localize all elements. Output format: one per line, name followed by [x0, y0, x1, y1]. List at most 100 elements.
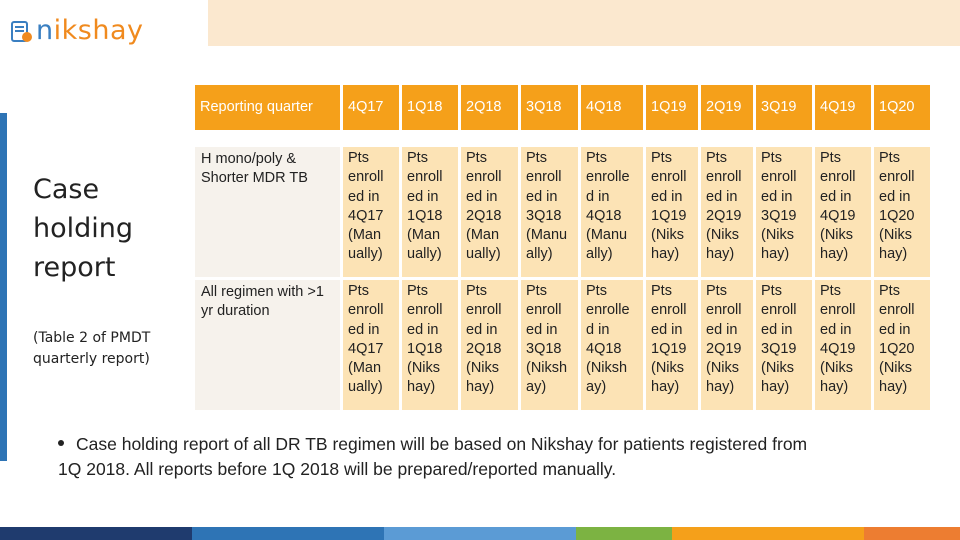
cell-text-line: enrolle — [586, 169, 630, 186]
cell-text-line: (Niks — [761, 227, 795, 244]
slide-subtitle: (Table 2 of PMDT quarterly report) — [33, 328, 183, 370]
bottom-bar-segment — [672, 527, 864, 540]
cell-text-line: ay) — [526, 379, 547, 396]
cell-text-line: ed in — [348, 321, 380, 338]
cell-text-line: Shorter MDR TB — [201, 170, 308, 187]
cell-text-line: hay) — [820, 379, 849, 396]
table-cell: Pts enrolle d in 4Q18 (Niksh ay) — [581, 280, 643, 410]
cell-text-line: ually) — [348, 246, 383, 263]
cell-text-line: (Niksh — [526, 360, 568, 377]
cell-text-line: Pts — [879, 150, 900, 166]
cell-text-line: enroll — [761, 169, 797, 186]
bottom-bar-segment — [576, 527, 672, 540]
table-cell: Pts enroll ed in 1Q18 (Man ually) — [402, 147, 458, 277]
cell-text-line: Pts — [466, 283, 487, 299]
cell-text-line: (Man — [348, 227, 382, 244]
cell-text-line: enroll — [466, 302, 502, 319]
cell-text-line: ed in — [466, 321, 498, 338]
cell-text-line: H mono/poly & — [201, 151, 297, 167]
table-cell: Pts enroll ed in 1Q20 (Niks hay) — [874, 147, 930, 277]
cell-text-line: 2Q18 — [466, 340, 502, 357]
cell-text-line: (Niks — [820, 360, 854, 377]
cell-text-line: 1Q18 — [407, 207, 443, 224]
note-text-line: Case holding report of all DR TB regimen… — [76, 434, 808, 454]
cell-text-line: enroll — [706, 302, 742, 319]
table-cell: Pts enrolle d in 4Q18 (Manu ally) — [581, 147, 643, 277]
bottom-bar-segment — [384, 527, 576, 540]
cell-text-line: ed in — [820, 188, 852, 205]
cell-text-line: enroll — [706, 169, 742, 186]
cell-text-line: enroll — [879, 302, 915, 319]
cell-text-line: 3Q18 — [526, 340, 562, 357]
cell-text-line: ually) — [348, 379, 383, 396]
table-cell: Pts enroll ed in 2Q19 (Niks hay) — [701, 280, 753, 410]
cell-text-line: Pts — [706, 283, 727, 299]
nikshay-logo-icon — [10, 17, 34, 43]
cell-text-line: hay) — [651, 379, 680, 396]
cell-text-line: hay) — [879, 379, 908, 396]
cell-text-line: 3Q18 — [526, 207, 562, 224]
top-header-band — [208, 0, 960, 46]
cell-text-line: Pts — [820, 150, 841, 166]
cell-text-line: hay) — [466, 379, 495, 396]
cell-text-line: 2Q18 — [466, 207, 502, 224]
cell-text-line: ed in — [348, 188, 380, 205]
cell-text-line: yr duration — [201, 303, 270, 320]
cell-text-line: 4Q18 — [586, 340, 622, 357]
cell-text-line: enroll — [651, 169, 687, 186]
cell-text-line: 2Q19 — [706, 207, 742, 224]
table-cell: Pts enroll ed in 4Q17 (Man ually) — [343, 280, 399, 410]
cell-text-line: ed in — [407, 321, 439, 338]
table-cell: Pts enroll ed in 4Q19 (Niks hay) — [815, 280, 871, 410]
cell-text-line: Pts — [526, 150, 547, 166]
cell-text-line: ed in — [526, 188, 558, 205]
cell-text-line: 4Q19 — [820, 207, 856, 224]
nikshay-wordmark: nikshay — [36, 14, 144, 46]
cell-text-line: ually) — [466, 246, 501, 263]
table-cell: Pts enroll ed in 3Q19 (Niks hay) — [756, 280, 812, 410]
header-quarter: 4Q17 — [343, 85, 399, 130]
cell-text-line: 4Q18 — [586, 207, 622, 224]
cell-text-line: (Niks — [879, 360, 913, 377]
header-quarter: 1Q19 — [646, 85, 698, 130]
cell-text-line: 1Q20 — [879, 207, 915, 224]
cell-text-line: Pts — [761, 283, 782, 299]
cell-text-line: ay) — [586, 379, 607, 396]
cell-text-line: Pts — [706, 150, 727, 166]
cell-text-line: 1Q20 — [879, 340, 915, 357]
cell-text-line: Pts — [761, 150, 782, 166]
table-cell: Pts enroll ed in 2Q18 (Niks hay) — [461, 280, 518, 410]
cell-text-line: (Niks — [761, 360, 795, 377]
cell-text-line: hay) — [879, 246, 908, 263]
row-label: All regimen with >1 yr duration — [195, 280, 340, 410]
header-quarter: 2Q19 — [701, 85, 753, 130]
cell-text-line: hay) — [761, 379, 790, 396]
slide-subtitle-line: quarterly report) — [33, 351, 150, 367]
table-cell: Pts enroll ed in 3Q18 (Manu ally) — [521, 147, 578, 277]
header-quarter: 2Q18 — [461, 85, 518, 130]
cell-text-line: (Niks — [879, 227, 913, 244]
slide-title: Case holding report — [33, 170, 183, 287]
cell-text-line: (Niks — [706, 227, 740, 244]
cell-text-line: enroll — [407, 302, 443, 319]
cell-text-line: enroll — [348, 302, 384, 319]
bottom-bar-segment — [192, 527, 384, 540]
cell-text-line: enroll — [466, 169, 502, 186]
row-label: H mono/poly & Shorter MDR TB — [195, 147, 340, 277]
cell-text-line: ed in — [651, 188, 683, 205]
header-quarter: 3Q19 — [756, 85, 812, 130]
cell-text-line: (Niksh — [586, 360, 628, 377]
cell-text-line: (Man — [348, 360, 382, 377]
header-quarter: 4Q19 — [815, 85, 871, 130]
cell-text-line: ed in — [761, 188, 793, 205]
slide-title-line: holding — [33, 213, 134, 244]
table-cell: Pts enroll ed in 2Q19 (Niks hay) — [701, 147, 753, 277]
cell-text-line: enroll — [820, 302, 856, 319]
cell-text-line: (Manu — [586, 227, 628, 244]
cell-text-line: hay) — [706, 379, 735, 396]
slide-subtitle-line: (Table 2 of PMDT — [33, 330, 151, 346]
bullet-icon — [58, 440, 64, 447]
cell-text-line: ed in — [761, 321, 793, 338]
cell-text-line: Pts — [348, 150, 369, 166]
cell-text-line: ed in — [820, 321, 852, 338]
